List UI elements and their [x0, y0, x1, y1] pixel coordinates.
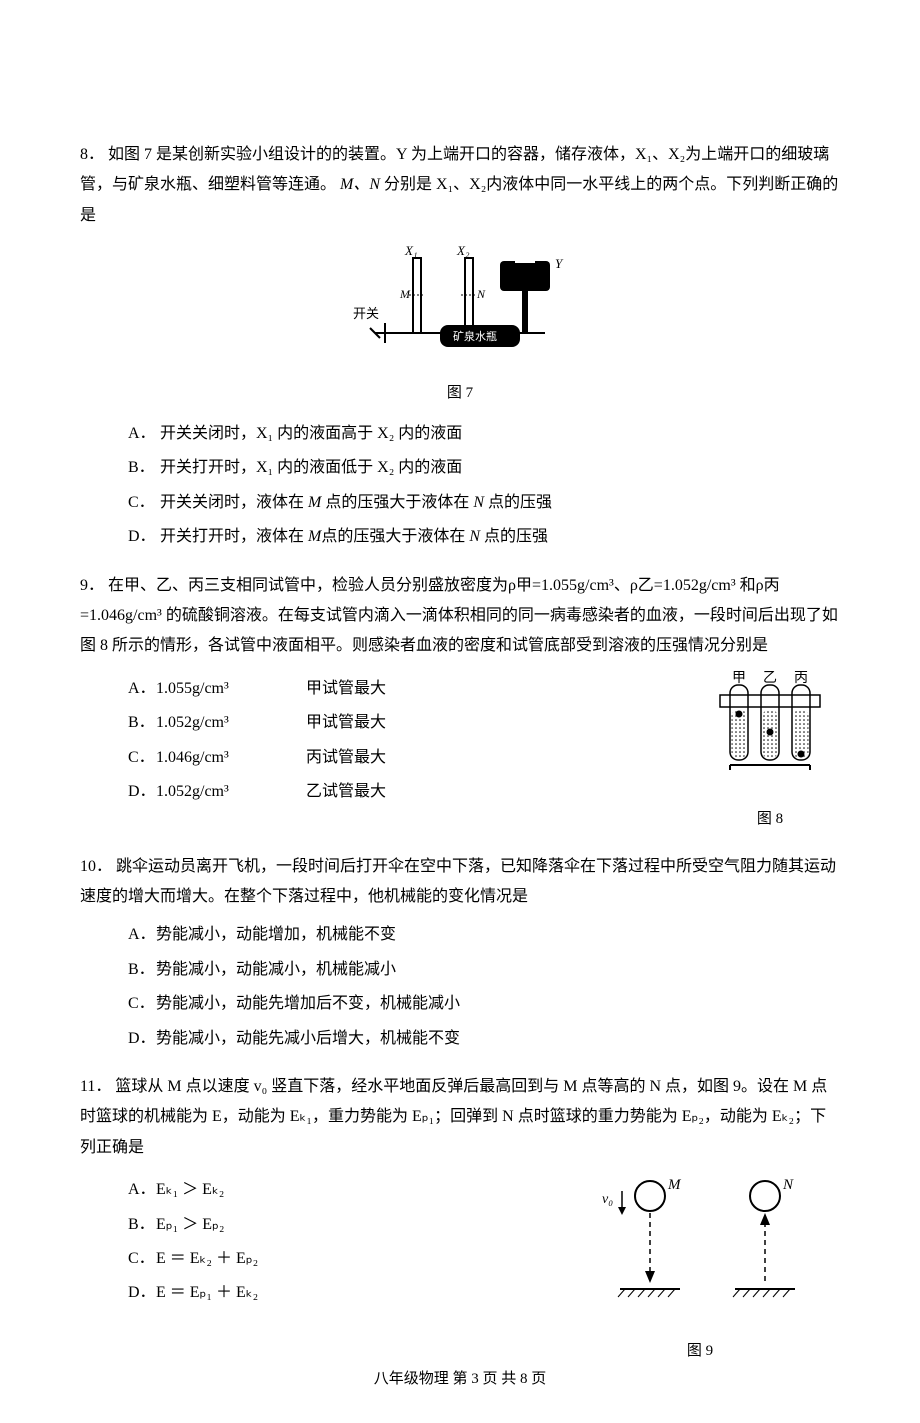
q11-stem: 11． 篮球从 M 点以速度 v₀ 竖直下落，经水平地面反弹后最高回到与 M 点… — [80, 1072, 840, 1163]
fig9-v0-label: v₀ — [602, 1192, 613, 1207]
q11-text: 篮球从 M 点以速度 v₀ 竖直下落，经水平地面反弹后最高回到与 M 点等高的 … — [80, 1078, 827, 1156]
fig9-m-label: M — [667, 1177, 682, 1193]
q10-number: 10． — [80, 858, 112, 875]
fig8-bing: 丙 — [794, 671, 808, 686]
figure-7-caption: 图 7 — [80, 379, 840, 408]
q10-options: A．势能减小，动能增加，机械能不变 B．势能减小，动能减小，机械能减小 C．势能… — [128, 920, 840, 1054]
q10-stem: 10． 跳伞运动员离开飞机，一段时间后打开伞在空中下落，已知降落伞在下落过程中所… — [80, 852, 840, 913]
question-10: 10． 跳伞运动员离开飞机，一段时间后打开伞在空中下落，已知降落伞在下落过程中所… — [80, 852, 840, 1054]
q8-text-mn: M、N — [340, 176, 380, 193]
q9-option-b: B． 1.052g/cm³ 甲试管最大 — [128, 708, 700, 738]
fig7-switch-label: 开关 — [353, 306, 379, 321]
q11-option-a: A．Eₖ₁ ＞ Eₖ₂ — [128, 1175, 428, 1205]
fig9-n-label: N — [782, 1177, 794, 1193]
q8-option-a: A． 开关关闭时，X₁ 内的液面高于 X₂ 内的液面 — [128, 419, 840, 449]
figure-8-svg: 甲 乙 丙 — [710, 670, 830, 790]
q9-number: 9． — [80, 577, 104, 594]
fig7-n-label: N — [476, 287, 486, 301]
q8-option-d: D． 开关打开时，液体在 M点的压强大于液体在 N 点的压强 — [128, 522, 840, 552]
q11-options: A．Eₖ₁ ＞ Eₖ₂ B．Eₚ₁ ＞ Eₚ₂ C．E ＝ Eₖ₂ ＋ Eₚ₂ … — [128, 1171, 428, 1313]
figure-8: 甲 乙 丙 图 8 — [700, 670, 840, 834]
q9-option-d: D． 1.052g/cm³ 乙试管最大 — [128, 777, 700, 807]
q8-options: A． 开关关闭时，X₁ 内的液面高于 X₂ 内的液面 B． 开关打开时，X₁ 内… — [128, 419, 840, 553]
q9-option-a: A． 1.055g/cm³ 甲试管最大 — [128, 674, 700, 704]
fig7-y-label: Y — [555, 256, 564, 271]
q10-text: 跳伞运动员离开飞机，一段时间后打开伞在空中下落，已知降落伞在下落过程中所受空气阻… — [80, 858, 836, 905]
figure-9-svg: M v₀ N — [570, 1171, 830, 1321]
fig7-x1-label: X₁ — [404, 243, 417, 258]
q11-option-b: B．Eₚ₁ ＞ Eₚ₂ — [128, 1210, 428, 1240]
q8-number: 8． — [80, 146, 104, 163]
fig7-x2-label: X₂ — [456, 243, 470, 258]
question-9: 9． 在甲、乙、丙三支相同试管中，检验人员分别盛放密度为ρ甲=1.055g/cm… — [80, 571, 840, 834]
fig7-m-label: M — [399, 287, 411, 301]
question-11: 11． 篮球从 M 点以速度 v₀ 竖直下落，经水平地面反弹后最高回到与 M 点… — [80, 1072, 840, 1365]
q8-stem: 8． 如图 7 是某创新实验小组设计的的装置。Y 为上端开口的容器，储存液体，X… — [80, 140, 840, 231]
figure-9: M v₀ N — [560, 1171, 840, 1365]
figure-7-svg: 开关 X₁ X₂ M N Y 矿泉水瓶 — [345, 243, 575, 363]
q10-option-d: D．势能减小，动能先减小后增大，机械能不变 — [128, 1024, 840, 1054]
figure-7: 开关 X₁ X₂ M N Y 矿泉水瓶 图 7 — [80, 243, 840, 407]
q11-option-c: C．E ＝ Eₖ₂ ＋ Eₚ₂ — [128, 1244, 428, 1274]
q11-number: 11． — [80, 1078, 111, 1095]
q8-option-c: C． 开关关闭时，液体在 M 点的压强大于液体在 N 点的压强 — [128, 488, 840, 518]
q10-option-a: A．势能减小，动能增加，机械能不变 — [128, 920, 840, 950]
q9-options: A． 1.055g/cm³ 甲试管最大 B． 1.052g/cm³ 甲试管最大 … — [128, 670, 700, 812]
q10-option-b: B．势能减小，动能减小，机械能减小 — [128, 955, 840, 985]
q9-text: 在甲、乙、丙三支相同试管中，检验人员分别盛放密度为ρ甲=1.055g/cm³、ρ… — [80, 577, 838, 655]
q9-stem: 9． 在甲、乙、丙三支相同试管中，检验人员分别盛放密度为ρ甲=1.055g/cm… — [80, 571, 840, 662]
q8-option-b: B． 开关打开时，X₁ 内的液面低于 X₂ 内的液面 — [128, 453, 840, 483]
figure-9-caption: 图 9 — [560, 1337, 840, 1366]
q11-option-d: D．E ＝ Eₚ₁ ＋ Eₖ₂ — [128, 1278, 428, 1308]
figure-8-caption: 图 8 — [700, 805, 840, 834]
question-8: 8． 如图 7 是某创新实验小组设计的的装置。Y 为上端开口的容器，储存液体，X… — [80, 140, 840, 553]
fig8-yi: 乙 — [763, 670, 777, 686]
fig7-bottle-label: 矿泉水瓶 — [453, 329, 497, 343]
q9-option-c: C． 1.046g/cm³ 丙试管最大 — [128, 743, 700, 773]
page-footer: 八年级物理 第 3 页 共 8 页 — [80, 1365, 840, 1394]
fig8-jia: 甲 — [732, 671, 746, 686]
q10-option-c: C．势能减小，动能先增加后不变，机械能减小 — [128, 989, 840, 1019]
